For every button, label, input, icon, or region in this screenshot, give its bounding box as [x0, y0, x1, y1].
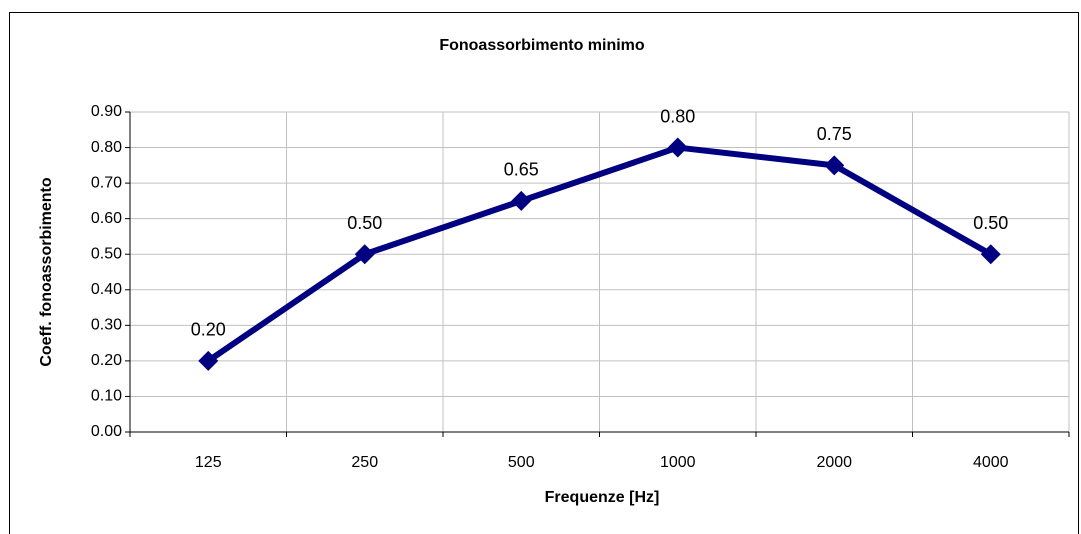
data-label: 0.50	[973, 213, 1008, 233]
y-tick-label: 0.20	[91, 352, 122, 369]
data-label: 0.75	[817, 124, 852, 144]
data-label: 0.20	[191, 320, 226, 340]
chart-title: Fonoassorbimento minimo	[439, 37, 645, 54]
y-tick-label: 0.40	[91, 281, 122, 298]
data-label: 0.50	[347, 213, 382, 233]
x-tick-label: 2000	[816, 454, 852, 471]
y-axis-label: Coeff. fonoassorbimento	[38, 177, 55, 367]
data-point	[824, 155, 845, 176]
data-point	[198, 350, 219, 371]
chart-border	[9, 12, 1079, 534]
series-line	[206, 144, 993, 364]
y-tick-label: 0.30	[91, 317, 122, 334]
y-tick-label: 0.00	[91, 423, 122, 440]
y-tick-label: 0.10	[91, 388, 122, 405]
data-point	[980, 244, 1001, 265]
data-label: 0.65	[504, 160, 539, 180]
data-point	[511, 190, 532, 211]
y-tick-label: 0.70	[91, 174, 122, 191]
y-tick-label: 0.80	[91, 139, 122, 156]
x-axis-label: Frequenze [Hz]	[545, 489, 660, 506]
x-tick-label: 250	[351, 454, 378, 471]
data-point	[667, 137, 688, 158]
data-label: 0.80	[660, 106, 695, 126]
y-tick-label: 0.60	[91, 210, 122, 227]
y-tick-label: 0.50	[91, 245, 122, 262]
x-tick-label: 500	[508, 454, 535, 471]
data-point	[354, 244, 375, 265]
y-tick-label: 0.90	[91, 103, 122, 120]
x-tick-label: 4000	[973, 454, 1009, 471]
x-tick-label: 125	[195, 454, 222, 471]
x-tick-label: 1000	[660, 454, 696, 471]
